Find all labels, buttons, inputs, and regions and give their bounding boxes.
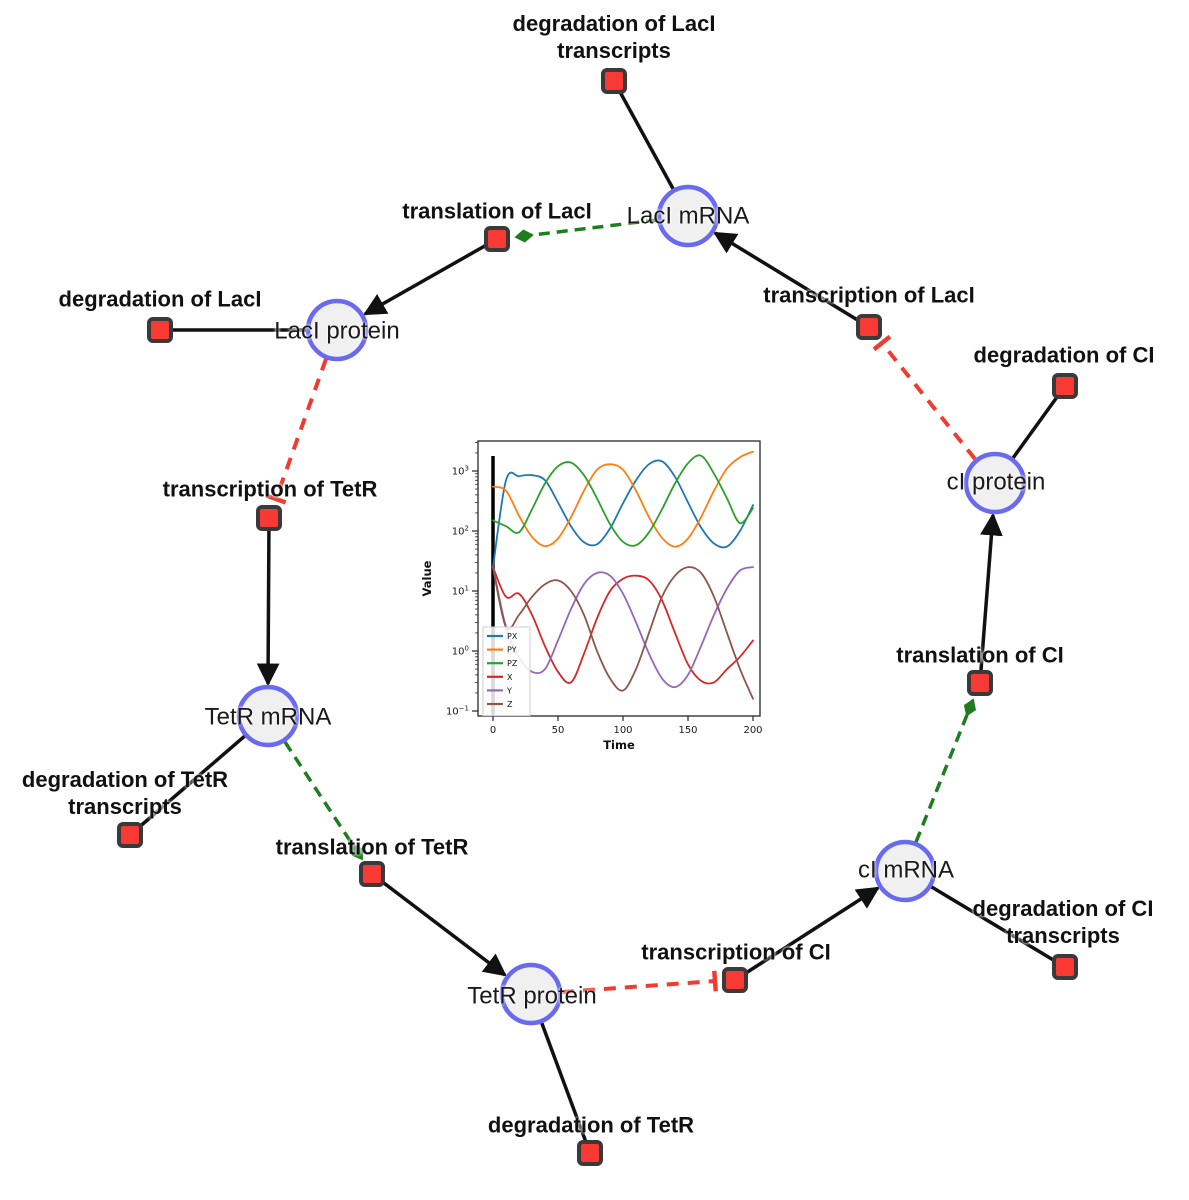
edge-translation-ci-to-protein bbox=[978, 512, 1003, 684]
series-PZ bbox=[492, 454, 754, 547]
node-ci-protein[interactable] bbox=[963, 451, 1027, 515]
y-tick-label: 102 bbox=[452, 525, 469, 538]
edge-translation-laci-to-protein bbox=[363, 237, 498, 316]
reaction-degradation-of-tetr-transcripts[interactable] bbox=[117, 822, 143, 848]
node-laci-protein[interactable] bbox=[305, 298, 369, 362]
reaction-transcription-of-laci[interactable] bbox=[856, 314, 882, 340]
chart-legend: PX PY PZ XYZ bbox=[482, 626, 531, 717]
reaction-translation-of-tetr[interactable] bbox=[359, 861, 385, 887]
y-axis-title: Value bbox=[420, 560, 434, 596]
legend-label-Z: Z bbox=[507, 700, 513, 709]
y-tick-label: 100 bbox=[452, 645, 469, 658]
production-edges bbox=[256, 231, 1003, 982]
chart-series bbox=[492, 450, 754, 700]
edge-laci-protein-inhibits-tetr-transcription bbox=[265, 358, 328, 505]
y-tick-label: 101 bbox=[452, 585, 469, 598]
edge-tetr-protein-inhibits-ci-transcription bbox=[561, 970, 718, 994]
reaction-degradation-of-ci-transcripts[interactable] bbox=[1052, 954, 1078, 980]
x-tick-label: 150 bbox=[678, 725, 697, 736]
reaction-degradation-of-laci[interactable] bbox=[147, 317, 173, 343]
timecourse-plot: 0 50 100 150 20010−1100101102103TimeValuePXP… bbox=[420, 440, 763, 752]
node-tetr-mrna[interactable] bbox=[236, 684, 300, 748]
x-tick-label: 50 bbox=[552, 725, 565, 736]
series-X bbox=[492, 566, 754, 685]
chart-axes: 0 50 100 150 200 10−1 100 101 102 103 Time Value bbox=[420, 440, 763, 752]
node-tetr-protein[interactable] bbox=[499, 962, 563, 1026]
reaction-translation-of-ci[interactable] bbox=[967, 670, 993, 696]
x-axis-title: Time bbox=[603, 738, 635, 752]
legend-label-PX: PX bbox=[507, 632, 518, 641]
series-Y bbox=[492, 566, 754, 689]
reaction-transcription-of-ci[interactable] bbox=[722, 967, 748, 993]
species-nodes bbox=[236, 184, 1027, 1026]
x-tick-label: 100 bbox=[613, 725, 632, 736]
inhibition-edges bbox=[265, 334, 977, 994]
edge-translation-tetr-to-protein bbox=[370, 872, 507, 977]
legend-label-Y: Y bbox=[506, 686, 512, 695]
series-Z bbox=[492, 566, 754, 700]
reaction-translation-of-laci[interactable] bbox=[484, 226, 510, 252]
edge-ci-protein-inhibits-laci-transcription bbox=[872, 334, 977, 461]
y-tick-label: 103 bbox=[452, 465, 469, 478]
reaction-degradation-of-laci-transcripts[interactable] bbox=[601, 68, 627, 94]
legend-label-PZ: PZ bbox=[507, 659, 518, 668]
x-tick-label: 200 bbox=[743, 725, 762, 736]
reaction-transcription-of-tetr[interactable] bbox=[256, 505, 282, 531]
legend-label-PY: PY bbox=[507, 646, 517, 655]
edge-ci-mrna-catalyzes-translation bbox=[914, 698, 977, 843]
edge-tetr-mrna-catalyzes-translation bbox=[283, 741, 364, 861]
legend-label-X: X bbox=[507, 673, 513, 682]
catalysis-edges bbox=[283, 218, 977, 861]
edge-transcription-tetr-to-mrna bbox=[256, 517, 280, 687]
series-PY bbox=[492, 450, 754, 548]
y-tick-label: 10−1 bbox=[446, 705, 469, 718]
edge-laci-mrna-catalyzes-translation bbox=[514, 218, 658, 243]
node-laci-mrna[interactable] bbox=[656, 184, 720, 248]
reaction-degradation-of-ci[interactable] bbox=[1052, 373, 1078, 399]
edge-transcription-laci-to-mrna bbox=[713, 231, 870, 329]
series-PX bbox=[492, 459, 754, 568]
inset-chart: 0 50 100 150 200 10−1 100 101 102 103 Time Value PX P… bbox=[415, 430, 775, 770]
reaction-degradation-of-tetr[interactable] bbox=[577, 1140, 603, 1166]
node-ci-mrna[interactable] bbox=[873, 839, 937, 903]
x-tick-label: 0 bbox=[490, 725, 496, 736]
reaction-nodes bbox=[117, 68, 1078, 1166]
edge-transcription-ci-to-mrna bbox=[734, 886, 880, 982]
